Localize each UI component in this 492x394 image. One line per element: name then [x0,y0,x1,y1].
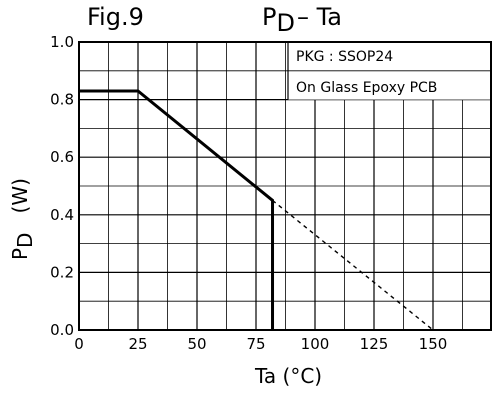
x-axis-label: Ta (°C) [255,364,323,388]
series-group [79,89,434,331]
y-tick-label: 0.8 [50,91,74,109]
x-tick-label: 0 [74,335,84,353]
figure-label: Fig.9 [87,3,144,31]
ylabel-subscript: D [13,232,37,248]
title-rest: – Ta [296,3,342,31]
title-main: P [262,3,277,31]
y-tick-label: 0.2 [50,263,74,281]
legend-box [287,42,492,100]
x-tick-label: 50 [187,335,206,353]
y-tick-label: 0.4 [50,206,74,224]
x-tick-label: 100 [301,335,330,353]
series-line-2 [272,199,434,331]
ylabel-main: P [8,247,32,260]
series-line-1 [79,89,275,330]
x-tick-label: 150 [419,335,448,353]
y-tick-label: 0.0 [50,321,74,339]
y-tick-label: 1.0 [50,33,74,51]
note-package: PKG : SSOP24 [296,49,394,65]
note-board: On Glass Epoxy PCB [296,80,438,96]
plot-frame [78,41,492,331]
tick-labels: 0 25 50 75 100 125 150 0.0 0.2 0.4 0.6 0.8 1.0 [50,33,447,353]
title-subscript: D [276,9,295,37]
legend-box-background [288,43,492,100]
x-tick-label: 25 [128,335,147,353]
y-tick-label: 0.6 [50,148,74,166]
ylabel-unit: (W) [8,178,32,214]
x-tick-label: 125 [360,335,389,353]
y-axis-label: PD (W) [8,178,37,260]
chart-title: PD– Ta [262,3,342,37]
x-tick-label: 75 [246,335,265,353]
